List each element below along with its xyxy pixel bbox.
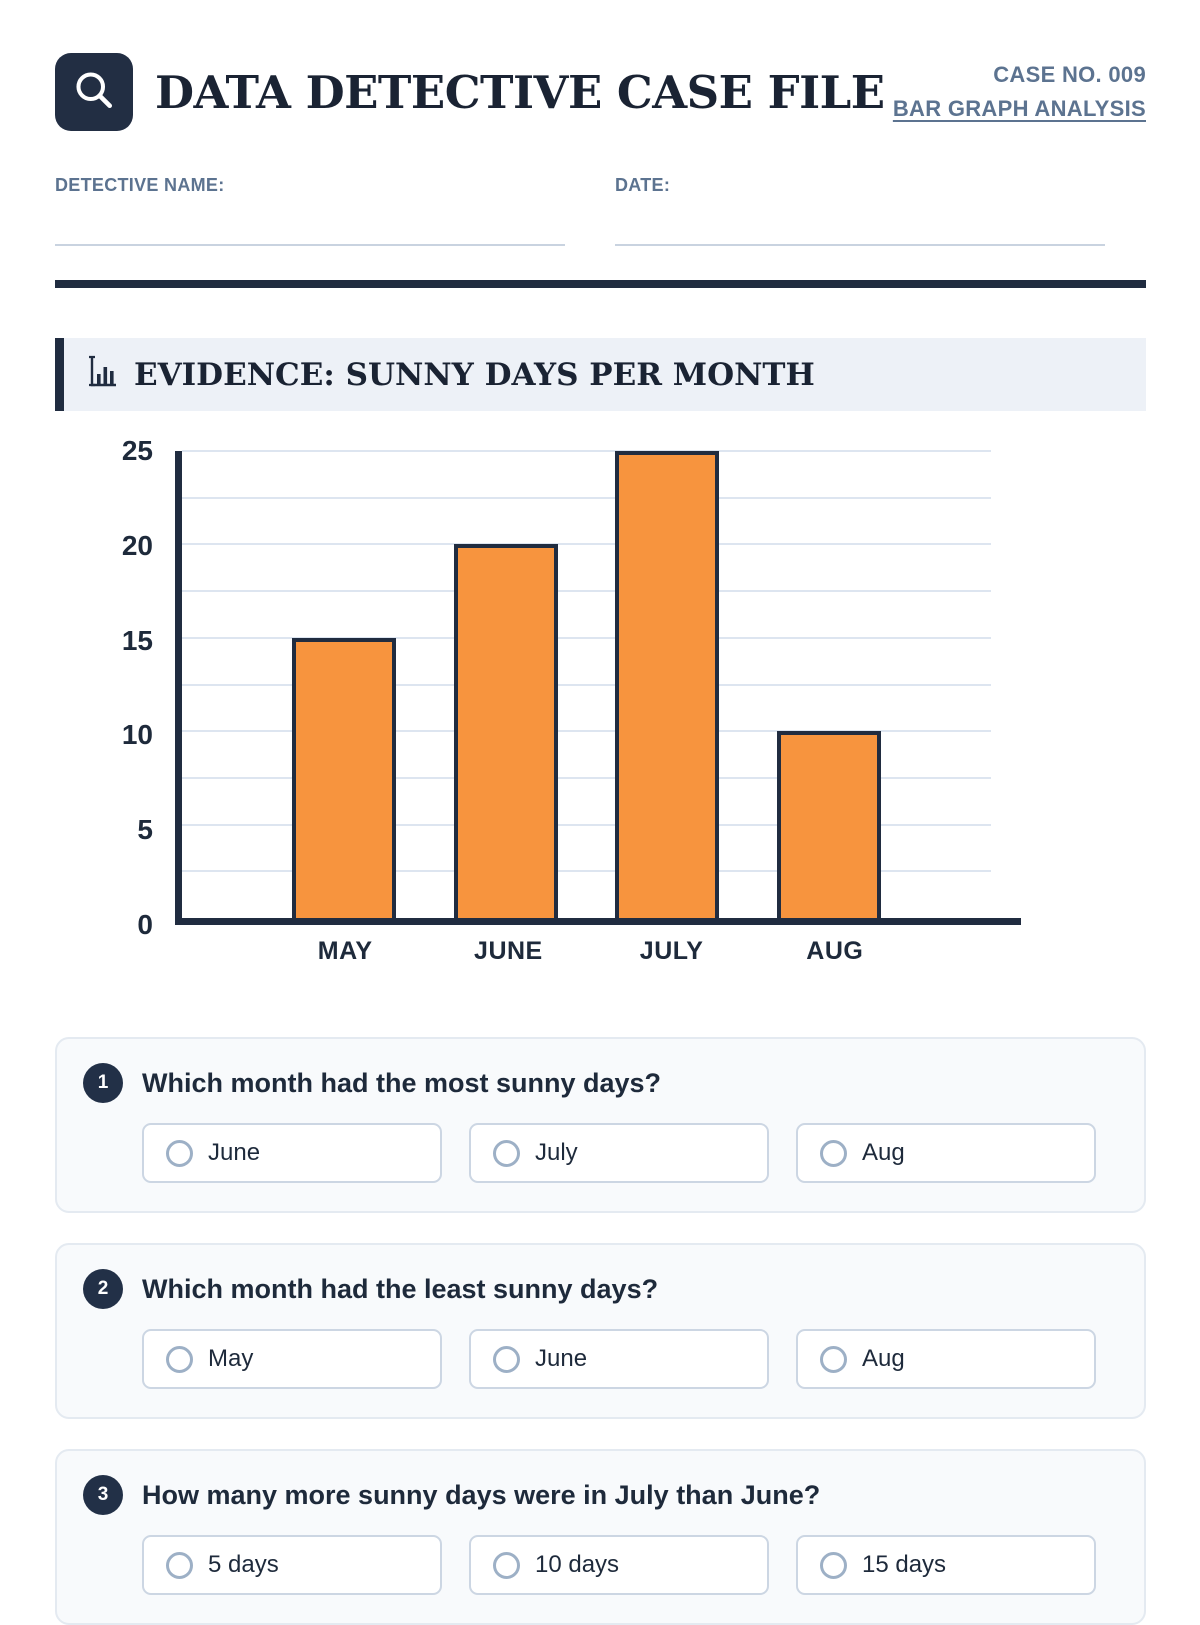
answer-option-aug[interactable]: Aug (796, 1329, 1096, 1389)
bar-chart: 0 5 10 15 20 25 (55, 435, 1146, 940)
answer-option-label: 15 days (862, 1551, 947, 1578)
answer-option-label: June (208, 1139, 261, 1166)
detective-name-field: DETECTIVE NAME: (55, 175, 565, 246)
radio-icon[interactable] (493, 1345, 520, 1373)
question-header: 3 How many more sunny days were in July t… (83, 1475, 1114, 1515)
y-tick-label-15: 15 (121, 624, 153, 656)
question-header: 1 Which month had the most sunny days? (83, 1063, 1114, 1103)
gridline (182, 543, 991, 546)
answer-option-5-days[interactable]: 5 days (142, 1535, 442, 1595)
question-card-2: 2 Which month had the least sunny days? Ma… (55, 1243, 1146, 1419)
answer-option-label: July (535, 1139, 578, 1166)
section-divider (55, 280, 1146, 288)
chart-plot-inner (182, 450, 991, 918)
bar-aug (777, 731, 882, 918)
case-number: CASE NO. 009 (993, 61, 1146, 87)
radio-icon[interactable] (166, 1551, 193, 1579)
gridline (182, 823, 991, 826)
y-tick-label-25: 25 (121, 435, 153, 466)
question-number-badge: 2 (83, 1269, 123, 1309)
questions: 1 Which month had the most sunny days? Jun… (55, 1037, 1146, 1625)
logo (55, 53, 133, 131)
question-header: 2 Which month had the least sunny days? (83, 1269, 1114, 1309)
gridline (182, 496, 991, 499)
answer-options: June July Aug (142, 1123, 1114, 1183)
radio-icon[interactable] (820, 1551, 847, 1579)
answer-options: 5 days 10 days 15 days (142, 1535, 1114, 1595)
magnifier-icon (71, 67, 117, 118)
gridline (182, 450, 991, 452)
header: DATA DETECTIVE CASE FILE CASE NO. 009 BA… (55, 53, 1146, 131)
evidence-banner: EVIDENCE: SUNNY DAYS PER MONTH (55, 338, 1146, 411)
question-card-1: 1 Which month had the most sunny days? Jun… (55, 1037, 1146, 1213)
gridline (182, 730, 991, 733)
page-title: DATA DETECTIVE CASE FILE (155, 65, 885, 119)
chart-x-labels: MAY JUNE JULY AUG (182, 937, 998, 979)
detective-name-label: DETECTIVE NAME: (55, 175, 225, 195)
bar-june (453, 544, 558, 918)
chart-plot (175, 450, 1021, 925)
radio-icon[interactable] (820, 1139, 847, 1167)
radio-icon[interactable] (820, 1345, 847, 1373)
question-card-3: 3 How many more sunny days were in July t… (55, 1449, 1146, 1625)
y-tick-label-10: 10 (121, 719, 153, 751)
answer-option-15-days[interactable]: 15 days (796, 1535, 1096, 1595)
gridline (182, 776, 991, 779)
answer-option-may[interactable]: May (142, 1329, 442, 1389)
radio-icon[interactable] (493, 1139, 520, 1167)
gridline (182, 590, 991, 593)
question-text: Which month had the most sunny days? (142, 1067, 662, 1098)
x-tick-label-aug: AUG (806, 937, 864, 965)
answer-option-label: June (535, 1345, 588, 1372)
answer-option-10-days[interactable]: 10 days (469, 1535, 769, 1595)
answer-option-label: 10 days (535, 1551, 620, 1578)
answer-option-label: 5 days (208, 1551, 279, 1578)
case-info: CASE NO. 009 BAR GRAPH ANALYSIS (893, 58, 1146, 126)
date-label: DATE: (615, 175, 671, 195)
radio-icon[interactable] (493, 1551, 520, 1579)
answer-option-label: May (208, 1345, 254, 1372)
radio-icon[interactable] (166, 1139, 193, 1167)
question-number-badge: 1 (83, 1063, 123, 1103)
detective-name-input[interactable] (55, 244, 565, 246)
y-tick-label-20: 20 (121, 529, 153, 561)
gridline (182, 870, 991, 873)
answer-option-july[interactable]: July (469, 1123, 769, 1183)
bar-may (291, 637, 396, 918)
answer-option-june[interactable]: June (469, 1329, 769, 1389)
answer-option-aug[interactable]: Aug (796, 1123, 1096, 1183)
question-number-badge: 3 (83, 1475, 123, 1515)
answer-option-june[interactable]: June (142, 1123, 442, 1183)
answer-options: May June Aug (142, 1329, 1114, 1389)
y-tick-label-5: 5 (137, 814, 153, 846)
bar-chart-icon (87, 354, 119, 395)
question-text: Which month had the least sunny days? (142, 1273, 659, 1304)
form-fields: DETECTIVE NAME: DATE: (55, 175, 1146, 246)
bar-july (615, 451, 720, 918)
x-tick-label-june: JUNE (474, 937, 543, 965)
radio-icon[interactable] (166, 1345, 193, 1373)
chart-y-axis: 0 5 10 15 20 25 (55, 435, 175, 940)
question-text: How many more sunny days were in July th… (142, 1479, 821, 1510)
answer-option-label: Aug (862, 1345, 905, 1372)
y-tick-label-0: 0 (137, 909, 153, 940)
date-field: DATE: (615, 175, 1105, 246)
x-tick-label-may: MAY (317, 937, 373, 965)
x-tick-label-july: JULY (639, 937, 704, 965)
answer-option-label: Aug (862, 1139, 905, 1166)
case-subtitle: BAR GRAPH ANALYSIS (892, 96, 1146, 121)
evidence-heading: EVIDENCE: SUNNY DAYS PER MONTH (134, 356, 815, 393)
date-input[interactable] (615, 244, 1105, 246)
gridline (182, 683, 991, 686)
gridline (182, 636, 991, 639)
